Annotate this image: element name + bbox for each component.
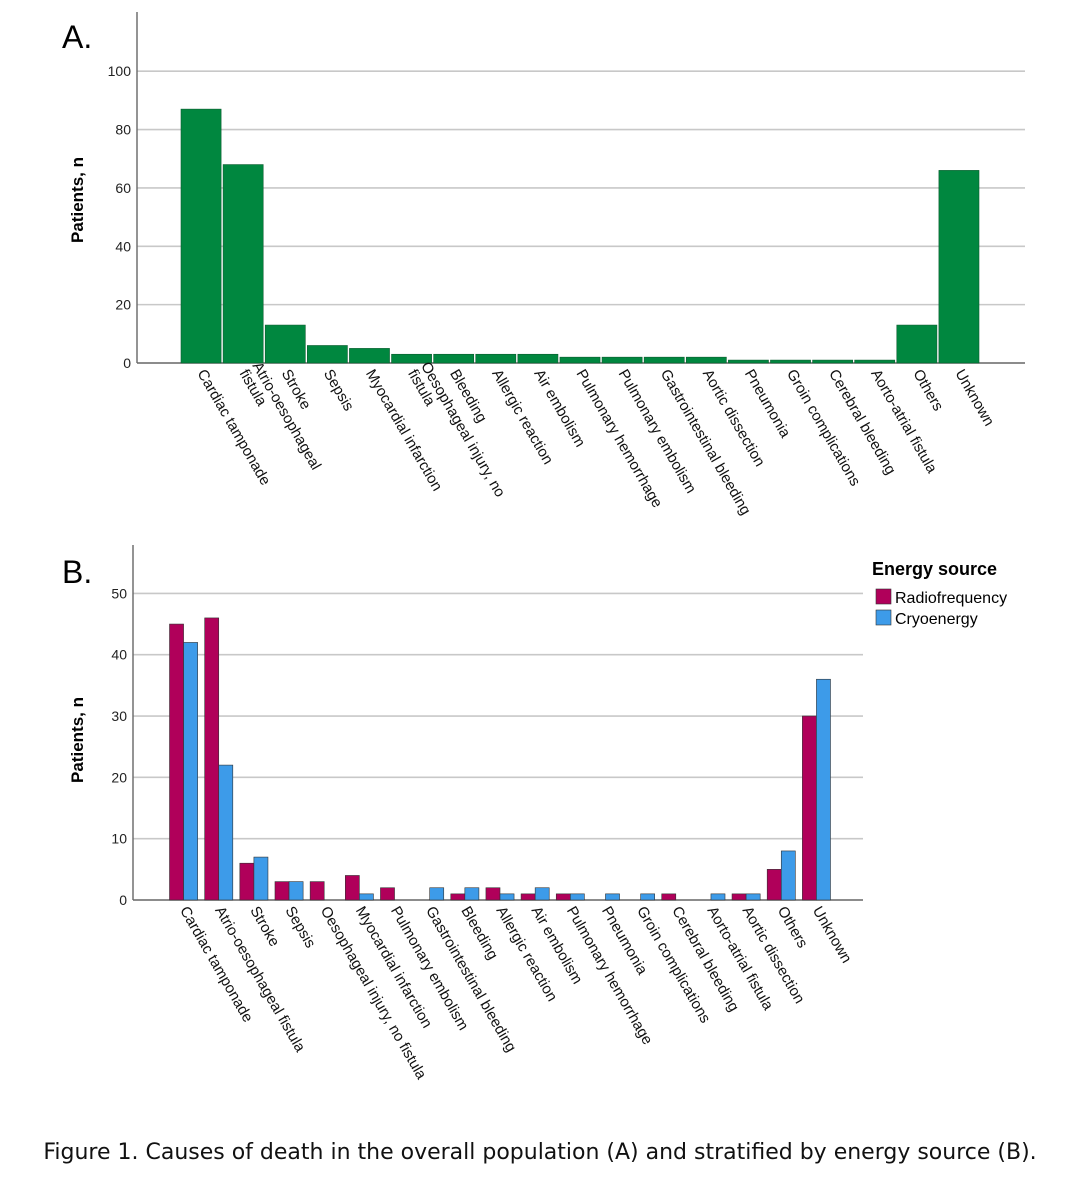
x-tick-label: Pulmonary embolism — [615, 367, 700, 497]
bar-aortic-dissection-radiofrequency — [731, 893, 747, 901]
bar-sepsis — [307, 345, 348, 364]
bar-allergic-reaction-cryoenergy — [499, 893, 515, 901]
bar-atrio-oesophageal-fistula — [222, 164, 264, 364]
x-tick-label: Others — [909, 367, 946, 414]
bar-cardiac-tamponade-cryoenergy — [183, 642, 198, 901]
bar-oesophageal-injury-no-fistula — [391, 353, 432, 364]
y-tick-label: 30 — [111, 708, 127, 724]
bar-atrio-oesophageal-fistula-radiofrequency — [204, 617, 220, 901]
bar-bleeding-radiofrequency — [450, 893, 466, 901]
figure-caption: Figure 1. Causes of death in the overall… — [43, 1140, 1037, 1165]
x-tick-label: Unknown — [951, 367, 997, 430]
y-tick-label: 40 — [115, 238, 131, 254]
y-tick-label: 20 — [115, 297, 131, 313]
y-axis-label-a: Patients, n — [68, 157, 87, 243]
legend-swatch-cryoenergy — [875, 609, 892, 626]
legend-label-cryoenergy: Cryoenergy — [895, 611, 978, 628]
bar-gastrointestinal-bleeding — [643, 356, 685, 364]
bar-myocardial-infarction — [349, 348, 390, 364]
bar-bleeding — [433, 353, 475, 364]
bar-pneumonia-cryoenergy — [605, 893, 620, 901]
bar-allergic-reaction-radiofrequency — [485, 887, 501, 901]
y-tick-label: 0 — [123, 355, 131, 371]
x-tick-label: Stroke — [246, 904, 282, 950]
bar-others-radiofrequency — [766, 869, 782, 901]
bar-cardiac-tamponade-radiofrequency — [169, 623, 184, 901]
bar-aortic-dissection-cryoenergy — [745, 893, 761, 901]
x-tick-label: Sepsis — [320, 367, 357, 414]
bar-unknown — [938, 170, 980, 364]
bar-aortic-dissection — [685, 356, 727, 364]
y-tick-label: 80 — [115, 122, 131, 138]
bar-aorto-atrial-fistula — [854, 359, 896, 364]
y-tick-label: 50 — [111, 585, 127, 601]
x-tick-label: Unknown — [809, 904, 855, 967]
bar-sepsis-radiofrequency — [274, 881, 290, 901]
y-tick-label: 10 — [111, 831, 127, 847]
legend: Energy source Radiofrequency Cryoenergy — [872, 559, 1007, 628]
bar-others-cryoenergy — [780, 850, 796, 901]
y-tick-label: 20 — [111, 769, 127, 785]
bar-pulmonary-hemorrhage-cryoenergy — [570, 893, 585, 901]
bar-pulmonary-embolism — [601, 356, 643, 364]
y-tick-label: 60 — [115, 180, 131, 196]
legend-swatch-radiofrequency — [875, 588, 892, 605]
bar-sepsis-cryoenergy — [288, 881, 304, 901]
x-tick-label: Others — [774, 904, 811, 951]
bar-pulmonary-hemorrhage-radiofrequency — [555, 893, 571, 901]
bar-myocardial-infarction-cryoenergy — [359, 893, 374, 901]
y-tick-label: 40 — [111, 647, 127, 663]
bar-cerebral-bleeding — [812, 359, 853, 364]
bar-oesophageal-injury-no-fistula-radiofrequency — [309, 881, 325, 901]
bar-allergic-reaction — [475, 353, 517, 364]
panel-label-b: B. — [62, 554, 92, 590]
bar-stroke-radiofrequency — [239, 862, 255, 901]
panel-label-a: A. — [62, 19, 92, 55]
bar-unknown-radiofrequency — [802, 715, 817, 901]
bar-groin-complications — [770, 359, 811, 364]
bar-cardiac-tamponade — [180, 108, 222, 364]
bar-groin-complications-cryoenergy — [640, 893, 655, 901]
bar-myocardial-infarction-radiofrequency — [345, 875, 360, 901]
legend-label-radiofrequency: Radiofrequency — [895, 590, 1007, 607]
bar-stroke-cryoenergy — [253, 856, 269, 901]
bar-air-embolism — [517, 353, 559, 364]
bar-unknown-cryoenergy — [816, 678, 831, 901]
x-tick-label: Sepsis — [282, 904, 319, 951]
legend-title: Energy source — [872, 559, 997, 579]
y-tick-label: 100 — [108, 63, 132, 79]
bar-others — [896, 324, 938, 364]
bar-gastrointestinal-bleeding-cryoenergy — [429, 887, 445, 901]
bar-stroke — [264, 324, 306, 364]
bar-pneumonia — [728, 359, 769, 364]
bar-air-embolism-cryoenergy — [534, 887, 550, 901]
bar-air-embolism-radiofrequency — [520, 893, 536, 901]
bar-aorto-atrial-fistula-cryoenergy — [710, 893, 726, 901]
y-tick-label: 0 — [119, 892, 127, 908]
bar-bleeding-cryoenergy — [464, 887, 480, 901]
bar-pulmonary-embolism-radiofrequency — [380, 887, 395, 901]
y-axis-label-b: Patients, n — [68, 697, 87, 783]
bar-cerebral-bleeding-radiofrequency — [661, 893, 677, 901]
bar-pulmonary-hemorrhage — [559, 356, 601, 364]
bar-atrio-oesophageal-fistula-cryoenergy — [218, 764, 234, 901]
